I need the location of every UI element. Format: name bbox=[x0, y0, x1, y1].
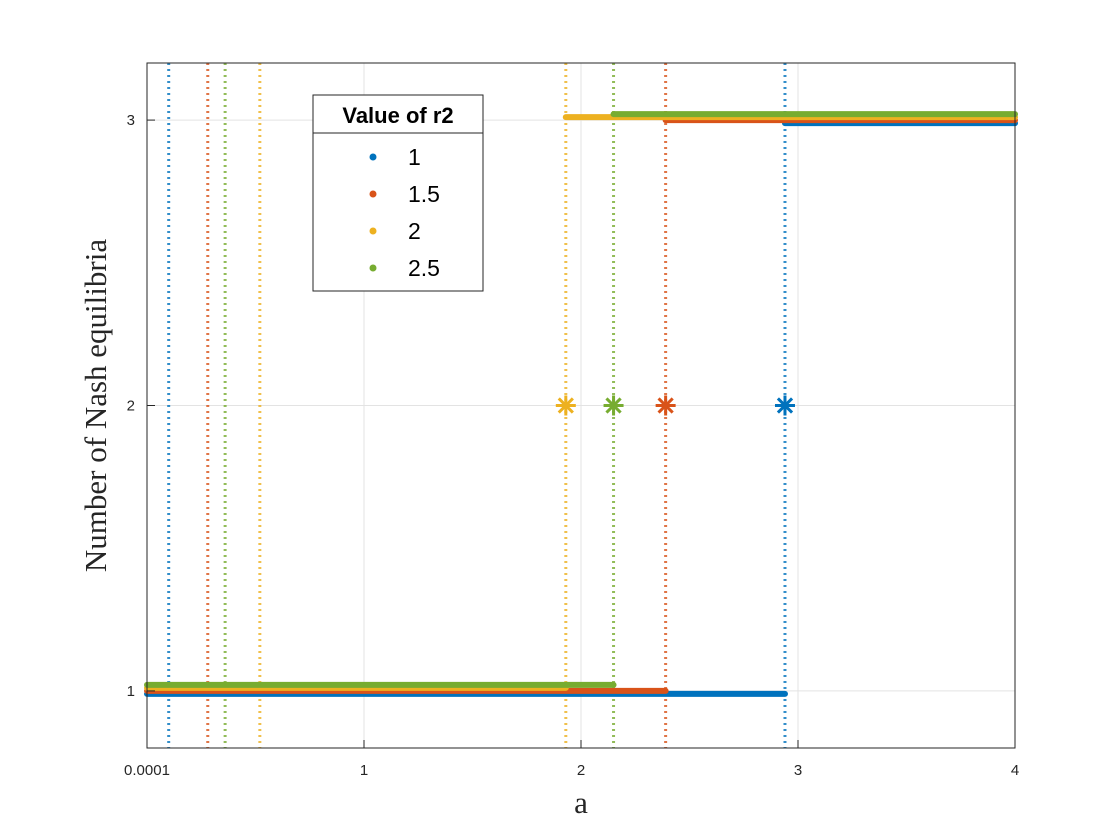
star-marker-r2-1.5 bbox=[655, 395, 676, 416]
legend-marker-r2-1 bbox=[369, 153, 377, 161]
star-stroke bbox=[657, 397, 674, 414]
x-tick-label: 4 bbox=[1011, 762, 1019, 779]
legend-box bbox=[312, 94, 484, 292]
y-tick-label: 2 bbox=[127, 398, 135, 415]
legend-title: Value of r2 bbox=[342, 103, 453, 128]
axis-ticks: 0.0001 1 2 3 4 1 2 3 bbox=[124, 112, 1019, 779]
star-marker-r2-2.5 bbox=[603, 395, 624, 416]
legend-label-r2-2.5: 2.5 bbox=[408, 255, 440, 281]
y-tick-label: 1 bbox=[127, 683, 135, 700]
x-tick-label: 0.0001 bbox=[124, 762, 170, 779]
x-tick-label: 2 bbox=[577, 762, 585, 779]
legend: Value of r2 1 1.5 2 2.5 bbox=[312, 94, 484, 292]
y-tick-label: 3 bbox=[127, 112, 135, 129]
y-axis-label: Number of Nash equilibria bbox=[78, 239, 113, 572]
x-axis-label: a bbox=[574, 785, 588, 820]
star-markers bbox=[555, 395, 795, 416]
x-tick-label: 3 bbox=[794, 762, 802, 779]
legend-label-r2-1.5: 1.5 bbox=[408, 181, 440, 207]
legend-marker-r2-2.5 bbox=[369, 264, 377, 272]
legend-items: 1 1.5 2 2.5 bbox=[369, 144, 440, 281]
star-marker-r2-2 bbox=[555, 395, 576, 416]
star-stroke bbox=[776, 397, 794, 414]
legend-marker-r2-1.5 bbox=[369, 190, 377, 198]
series-group bbox=[144, 111, 1018, 697]
legend-label-r2-1: 1 bbox=[408, 144, 421, 170]
legend-label-r2-2: 2 bbox=[408, 218, 421, 244]
x-tick-label: 1 bbox=[360, 762, 368, 779]
star-stroke bbox=[557, 397, 574, 414]
legend-marker-r2-2 bbox=[369, 227, 377, 235]
star-stroke bbox=[605, 397, 622, 414]
star-marker-r2-1 bbox=[774, 395, 795, 416]
